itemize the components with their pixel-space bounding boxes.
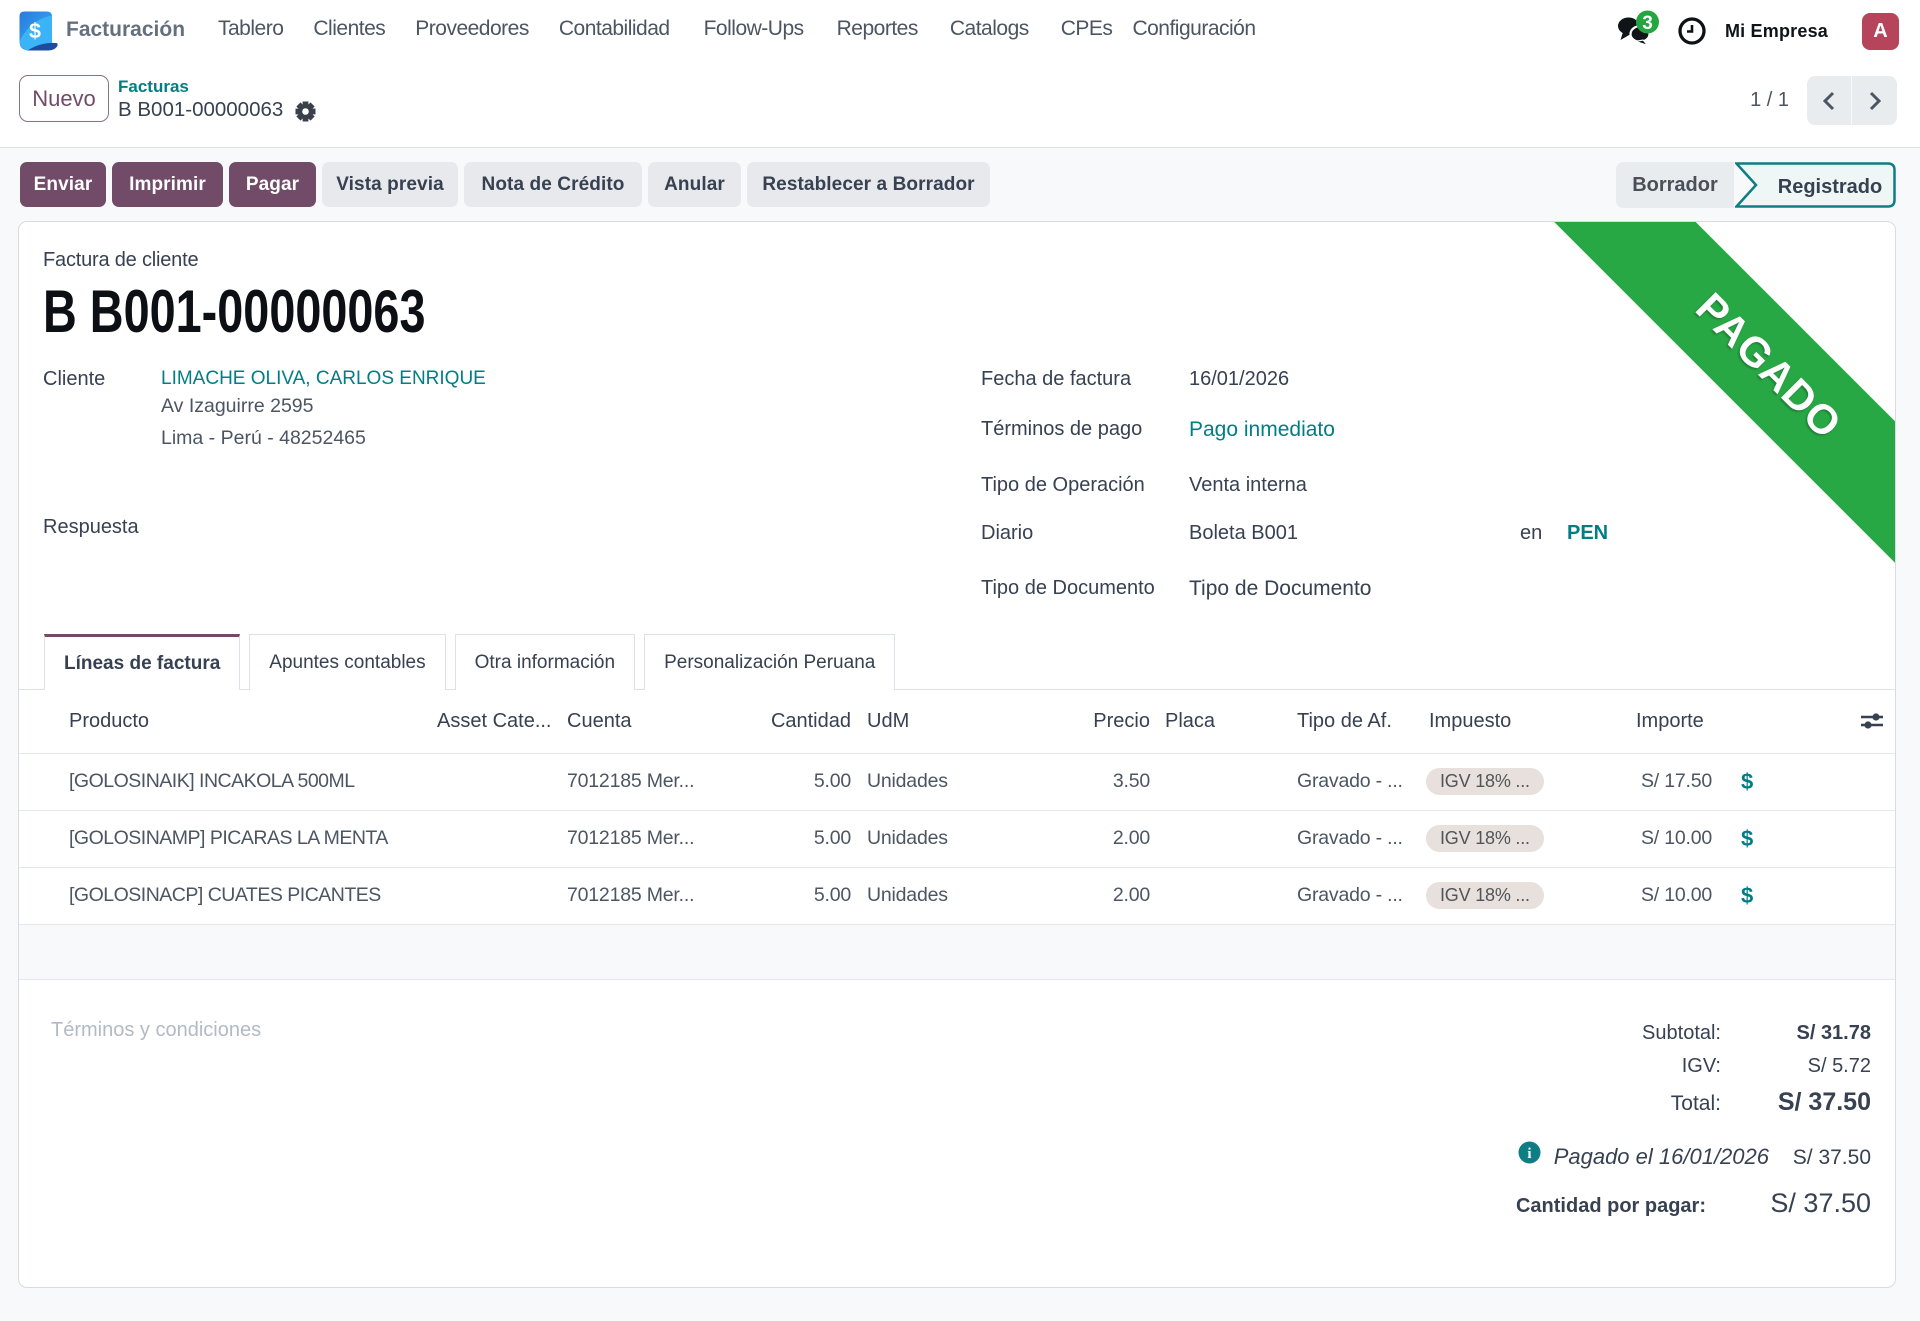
svg-text:Registrado: Registrado [1778,176,1882,198]
svg-text:3: 3 [1642,13,1653,34]
svg-text:i: i [1527,1146,1531,1162]
svg-text:$: $ [29,19,41,43]
